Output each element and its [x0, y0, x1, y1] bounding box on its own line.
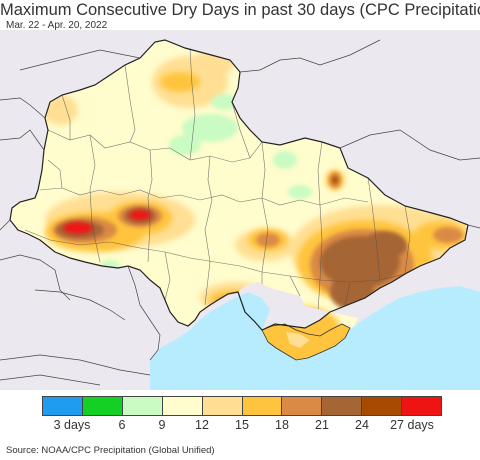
legend-swatch [43, 397, 83, 415]
date-range: Mar. 22 - Apr. 20, 2022 [6, 20, 108, 31]
ukraine-border [9, 39, 469, 331]
legend-swatch [322, 397, 363, 415]
map-title: Maximum Consecutive Dry Days in past 30 … [0, 1, 480, 19]
legend-label: 6 [118, 418, 126, 432]
legend-label: 21 [315, 418, 329, 432]
legend-label: 24 [355, 418, 369, 432]
legend-label: 18 [275, 418, 289, 432]
legend-label: 27 days [390, 418, 434, 432]
legend-swatch [122, 397, 163, 415]
legend-label: 12 [195, 418, 209, 432]
legend-swatch [202, 397, 243, 415]
legend-color-bar [42, 396, 442, 416]
precipitation-map [0, 30, 480, 390]
source-credit: Source: NOAA/CPC Precipitation (Global U… [6, 445, 215, 456]
legend-swatch [82, 397, 123, 415]
legend-swatch [282, 397, 323, 415]
black-sea [150, 286, 480, 390]
crimea-inland [286, 332, 310, 348]
legend-swatch [362, 397, 403, 415]
legend-swatch [402, 397, 442, 415]
legend-label: 3 days [53, 418, 91, 432]
legend-swatch [162, 397, 203, 415]
legend-labels: 3 days 6 9 12 15 18 21 24 27 days [0, 418, 480, 434]
legend-label: 15 [235, 418, 249, 432]
legend-label: 9 [158, 418, 166, 432]
legend-swatch [242, 397, 283, 415]
neighbour-borders [0, 39, 480, 386]
